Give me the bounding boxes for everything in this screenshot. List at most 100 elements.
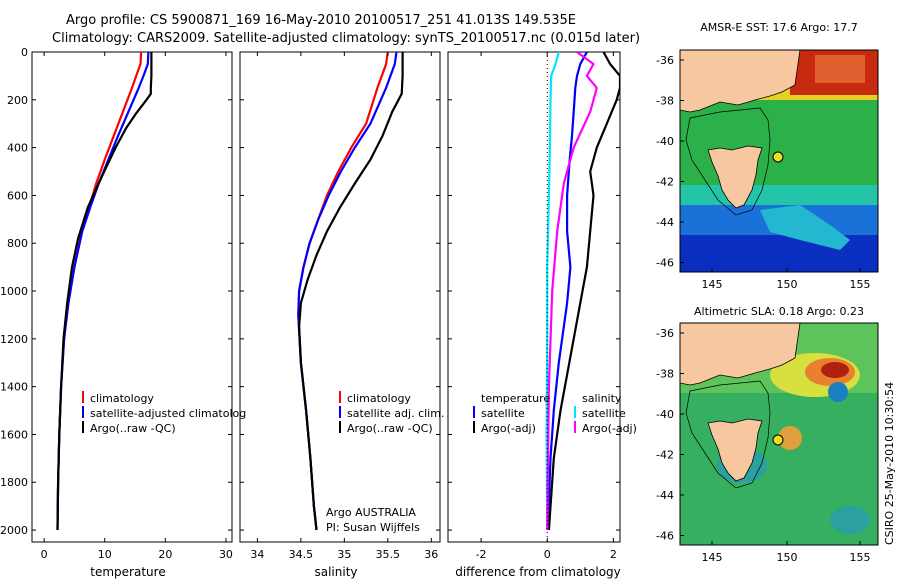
map-ytick-label: -44 [656,216,674,229]
depth-tick-label: 600 [7,189,28,202]
legend-label-sal-satellite: satellite [582,407,626,420]
map-ytick-label: -36 [656,54,674,67]
map-ytick-label: -42 [656,176,674,189]
temperature-xlabel: temperature [90,565,165,579]
sst-tasmania [707,145,763,209]
sla-shelf-contour [685,380,771,489]
legend-label-temp-argo: Argo(-adj) [481,422,536,435]
difference-series-line [547,52,620,531]
map-xtick-label: 155 [850,551,871,564]
difference-xtick-label: 0 [544,548,551,561]
difference-xlabel: difference from climatology [455,565,621,579]
difference-lines [545,52,620,531]
depth-tick-label: 1800 [0,476,28,489]
sst-mainland [680,50,801,113]
legend-label-sal-argo: Argo(-adj) [582,422,637,435]
sla-warm-eddy [778,426,802,450]
temperature-series-line [56,52,153,531]
map-xtick-label: 150 [777,551,798,564]
sst-hot-core [815,55,865,83]
depth-tick-label: 400 [7,142,28,155]
temperature-xtick-label: 30 [219,548,233,561]
sla-cool-eddy-3 [830,506,870,534]
sst-map-ticks: 145 150 155 -36 -38 -40 -42 -44 -46 [656,54,870,291]
map-ytick-label: -46 [656,530,674,543]
map-ytick-label: -44 [656,489,674,502]
argo-australia-label: Argo AUSTRALIA [326,506,416,519]
legend-label-satellite: satellite adj. clim. [347,407,444,420]
difference-series-line [545,52,560,531]
sla-cool-eddy-2 [828,382,848,402]
legend-heading-temperature: temperature [481,392,550,405]
difference-xtick-label: 2 [610,548,617,561]
sla-argo-marker [772,434,784,446]
depth-tick-label: 1600 [0,428,28,441]
legend-heading-salinity: salinity [582,392,622,405]
salinity-series-line [298,52,404,531]
difference-legend: temperature satellite Argo(-adj) salinit… [473,392,637,435]
depth-tick-label: 0 [21,46,28,59]
difference-panel-frame [447,51,621,543]
map-ytick-label: -36 [656,327,674,340]
depth-tick-label: 1000 [0,285,28,298]
map-ytick-label: -40 [656,408,674,421]
difference-series-line [546,52,588,531]
temperature-legend: climatology satellite-adjusted climatolo… [82,391,246,435]
difference-series-line [546,52,598,531]
sla-red-core [821,362,849,378]
depth-tick-label: 1200 [0,333,28,346]
sst-map [680,50,878,272]
salinity-xtick-label: 34.5 [289,548,314,561]
map-ytick-label: -42 [656,449,674,462]
salinity-panel-frame [239,51,441,543]
credit-label: CSIRO 25-May-2010 10:30:54 [883,382,896,545]
sla-map-title: Altimetric SLA: 0.18 Argo: 0.23 [694,305,864,318]
depth-tick-label: 800 [7,237,28,250]
salinity-xtick-label: 36 [424,548,438,561]
x-ticks: 0 10 20 30 34 34.5 35 35.5 36 -2 0 2 [41,52,617,561]
sla-map-frame [679,322,879,546]
depth-tick-label: 1400 [0,381,28,394]
sst-argo-marker [772,151,784,163]
salinity-xtick-label: 34 [250,548,264,561]
depth-axis: 0 200 400 600 800 1000 1200 1400 1600 1800 2000 [0,46,620,537]
salinity-xlabel: salinity [314,565,357,579]
legend-label-climatology: climatology [90,392,154,405]
pi-label: PI: Susan Wijffels [326,521,420,534]
salinity-xtick-label: 35.5 [376,548,401,561]
header-line-1: Argo profile: CS 5900871_169 16-May-2010… [66,13,576,28]
sla-map [680,323,878,545]
map-xtick-label: 145 [702,278,723,291]
temperature-xtick-label: 10 [98,548,112,561]
salinity-xtick-label: 35 [337,548,351,561]
temperature-lines [56,52,153,531]
map-xtick-label: 155 [850,278,871,291]
legend-label-argo: Argo(..raw -QC) [347,422,433,435]
map-ytick-label: -38 [656,368,674,381]
sla-map-ticks: 145 150 155 -36 -38 -40 -42 -44 -46 [656,327,870,564]
temperature-xtick-label: 0 [41,548,48,561]
sst-shelf-contour [685,107,771,216]
map-ytick-label: -40 [656,135,674,148]
sst-coldwater-tongue [760,205,850,250]
sla-mainland [680,323,801,386]
map-xtick-label: 145 [702,551,723,564]
depth-tick-label: 200 [7,94,28,107]
salinity-legend: climatology satellite adj. clim. Argo(..… [326,391,444,534]
temperature-xtick-label: 20 [158,548,172,561]
temperature-panel-frame [31,51,233,543]
map-ytick-label: -46 [656,257,674,270]
legend-label-satellite: satellite-adjusted climatolog [90,407,246,420]
sst-map-title: AMSR-E SST: 17.6 Argo: 17.7 [700,21,858,34]
sst-map-frame [679,49,879,273]
map-xtick-label: 150 [777,278,798,291]
depth-tick-label: 2000 [0,524,28,537]
map-ytick-label: -38 [656,95,674,108]
legend-label-argo: Argo(..raw -QC) [90,422,176,435]
sla-tasmania [707,418,763,482]
legend-label-climatology: climatology [347,392,411,405]
legend-label-temp-satellite: satellite [481,407,525,420]
salinity-lines [297,52,404,531]
difference-xtick-label: -2 [476,548,487,561]
